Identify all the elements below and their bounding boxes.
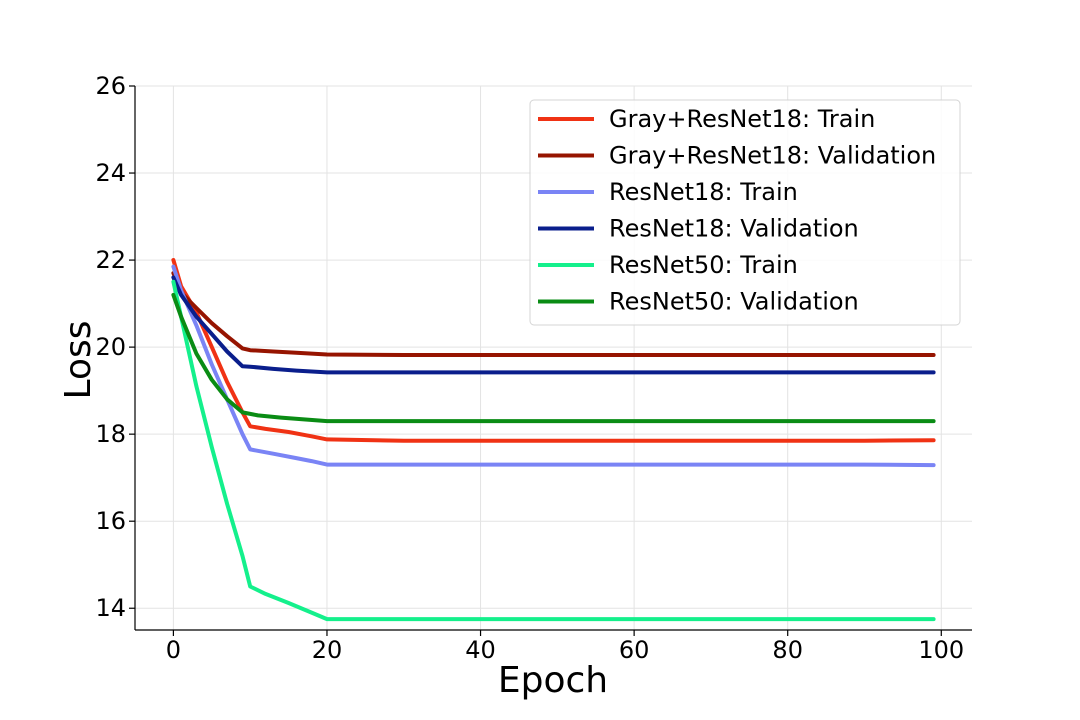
series-line	[171, 279, 936, 622]
y-tick-label: 18	[95, 420, 126, 448]
legend-label: ResNet18: Train	[609, 178, 798, 206]
x-tick-label: 100	[918, 636, 964, 664]
y-tick-label: 16	[95, 507, 126, 535]
x-axis-label: Epoch	[498, 660, 608, 701]
x-axis-ticks: 0 20 40 60 80 100	[166, 630, 964, 664]
legend-label: Gray+ResNet18: Validation	[609, 142, 936, 170]
axes	[134, 86, 972, 631]
series-line	[171, 264, 936, 468]
series-line	[171, 292, 936, 424]
y-axis-ticks: 14 16 18 20 22 24 26	[95, 72, 135, 622]
series-line	[171, 275, 936, 375]
x-tick-label: 20	[312, 636, 343, 664]
y-tick-label: 22	[95, 246, 126, 274]
x-tick-label: 0	[166, 636, 181, 664]
legend-label: ResNet50: Train	[609, 251, 798, 279]
x-tick-label: 80	[772, 636, 803, 664]
x-tick-label: 60	[619, 636, 650, 664]
legend-box	[529, 99, 961, 326]
series-lines	[171, 258, 936, 622]
y-tick-label: 14	[95, 594, 126, 622]
x-tick-label: 40	[465, 636, 496, 664]
legend-label: Gray+ResNet18: Train	[609, 105, 875, 133]
legend-label: ResNet18: Validation	[609, 215, 859, 243]
y-tick-label: 24	[95, 159, 126, 187]
legend-label: ResNet50: Validation	[609, 288, 859, 316]
y-axis-label: Loss	[58, 321, 99, 400]
y-tick-label: 20	[95, 333, 126, 361]
legend: Gray+ResNet18: Train Gray+ResNet18: Valid…	[529, 99, 961, 326]
series-line	[171, 258, 936, 443]
series-line	[171, 271, 936, 357]
y-tick-label: 26	[95, 72, 126, 100]
